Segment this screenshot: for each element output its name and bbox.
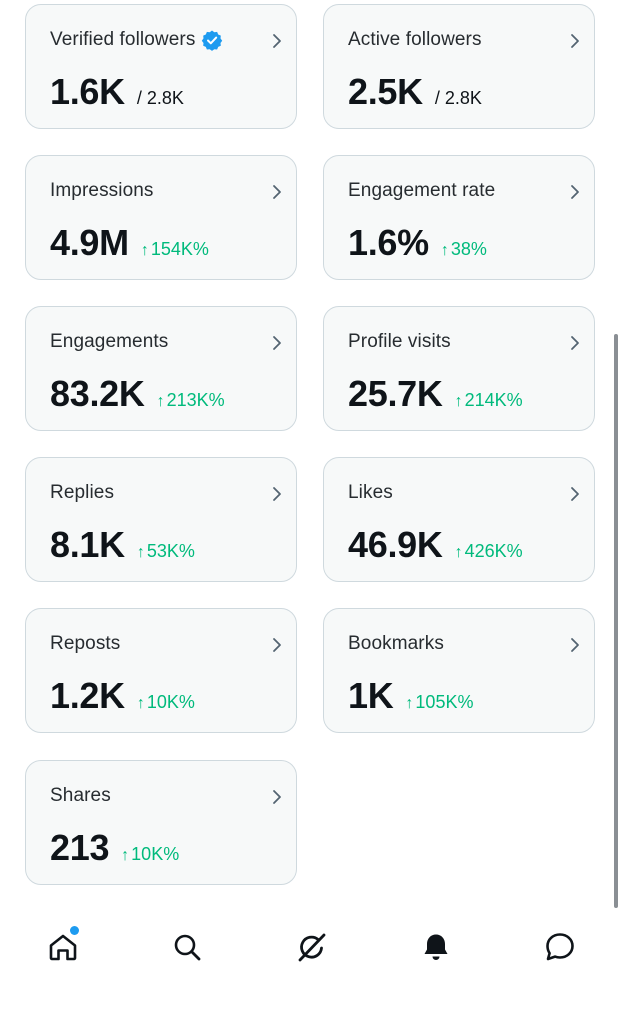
card-value: 1.2K [50,675,125,716]
card-value: 1.6K [50,71,125,112]
notifications-icon [424,934,448,960]
card-delta: ↑ 154K% [141,239,209,260]
bottom-nav [0,915,622,977]
chevron-right-icon [571,34,579,48]
card-label: Engagement rate [348,180,496,201]
card-delta-text: 154K% [150,239,209,259]
card-total: / 2.8K [434,88,482,108]
card-bookmarks[interactable]: Bookmarks 1K ↑ 105K% [323,608,595,733]
nav-messages[interactable] [540,927,580,967]
card-delta: ↑ 213K% [157,390,225,411]
card-label: Replies [50,482,115,503]
card-value: 25.7K [348,373,443,414]
card-label: Likes [348,482,393,503]
arrow-up-icon: ↑ [121,847,130,864]
card-value: 1.6% [348,222,429,263]
card-value: 2.5K [348,71,423,112]
card-delta-text: 10K% [146,692,195,712]
card-replies[interactable]: Replies 8.1K ↑ 53K% [25,457,297,582]
card-delta: ↑ 10K% [137,692,195,713]
card-delta: ↑ 426K% [455,541,523,562]
card-label-text: Verified followers [50,29,196,50]
arrow-up-icon: ↑ [136,695,145,712]
chevron-right-icon [571,185,579,199]
card-engagements[interactable]: Engagements 83.2K ↑ 213K% [25,306,297,431]
card-likes[interactable]: Likes 46.9K ↑ 426K% [323,457,595,582]
card-total: / 2.8K [136,88,184,108]
nav-search[interactable] [167,927,207,967]
card-reposts[interactable]: Reposts 1.2K ↑ 10K% [25,608,297,733]
card-label: Reposts [50,633,121,654]
home-icon [49,934,77,961]
card-value: 46.9K [348,524,443,565]
card-delta-text: 105K% [415,692,474,712]
card-delta-text: 10K% [131,844,180,864]
card-value: 83.2K [50,373,145,414]
card-engagement-rate[interactable]: Engagement rate 1.6% ↑ 38% [323,155,595,280]
chevron-right-icon [571,336,579,350]
arrow-up-icon: ↑ [136,544,145,561]
card-profile-visits[interactable]: Profile visits 25.7K ↑ 214K% [323,306,595,431]
card-delta: ↑ 38% [441,239,487,260]
card-label: Verified followers [50,29,223,51]
card-delta: ↑ 105K% [405,692,473,713]
chevron-right-icon [273,790,281,804]
card-label: Active followers [348,29,482,50]
chevron-right-icon [571,638,579,652]
card-delta-text: 214K% [464,390,523,410]
card-value: 8.1K [50,524,125,565]
card-label: Profile visits [348,331,451,352]
chevron-right-icon [571,487,579,501]
chevron-right-icon [273,638,281,652]
nav-grok[interactable] [292,927,332,967]
arrow-up-icon: ↑ [440,242,449,259]
card-delta-text: 38% [450,239,487,259]
card-label: Shares [50,785,111,806]
card-label: Impressions [50,180,154,201]
card-delta-text: 426K% [464,541,523,561]
search-icon [174,934,201,961]
card-value: 1K [348,675,394,716]
card-shares[interactable]: Shares 213 ↑ 10K% [25,760,297,885]
card-active-followers[interactable]: Active followers 2.5K / 2.8K [323,4,595,129]
arrow-up-icon: ↑ [140,242,149,259]
card-delta-text: 213K% [166,390,225,410]
nav-notifications[interactable] [416,927,456,967]
card-delta: ↑ 10K% [121,844,179,865]
chevron-right-icon [273,34,281,48]
card-delta: ↑ 214K% [455,390,523,411]
arrow-up-icon: ↑ [405,695,414,712]
chevron-right-icon [273,487,281,501]
card-delta-text: 53K% [146,541,195,561]
notification-dot [70,926,79,935]
scrollbar[interactable] [614,334,618,908]
arrow-up-icon: ↑ [454,393,463,410]
card-value: 4.9M [50,222,129,263]
arrow-up-icon: ↑ [156,393,165,410]
card-value: 213 [50,827,110,868]
card-delta: ↑ 53K% [137,541,195,562]
messages-icon [546,933,574,961]
chevron-right-icon [273,185,281,199]
grok-icon [298,933,326,962]
arrow-up-icon: ↑ [454,544,463,561]
verified-badge-icon [202,30,223,51]
card-impressions[interactable]: Impressions 4.9M ↑ 154K% [25,155,297,280]
card-label: Bookmarks [348,633,444,654]
card-verified-followers[interactable]: Verified followers 1.6K / 2.8K [25,4,297,129]
card-label: Engagements [50,331,169,352]
nav-home[interactable] [43,926,83,967]
chevron-right-icon [273,336,281,350]
